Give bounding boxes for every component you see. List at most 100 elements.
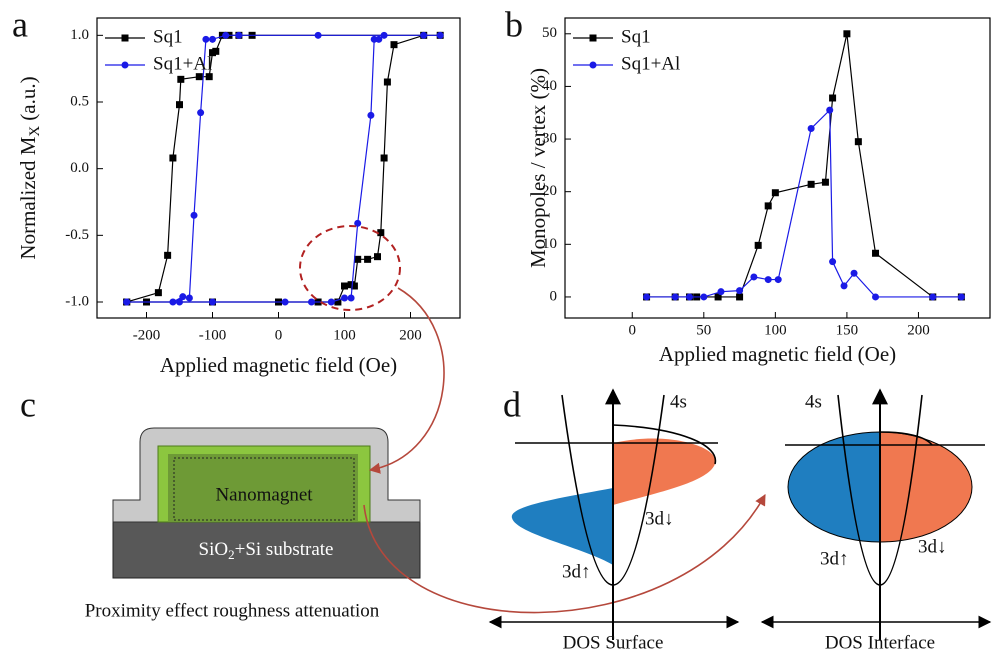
panel-letter: c	[20, 384, 36, 424]
point	[281, 298, 289, 306]
y-tick-label: 0.5	[70, 93, 89, 109]
point	[209, 298, 216, 306]
x-tick-label: 150	[836, 322, 859, 338]
point	[195, 73, 203, 81]
plot-frame	[96, 17, 461, 319]
x-tick-label: -200	[133, 327, 161, 343]
legend-marker	[589, 61, 597, 69]
label-spin-up: 3d↑	[820, 548, 849, 569]
point	[829, 94, 837, 102]
point	[377, 229, 385, 237]
point	[736, 287, 744, 295]
dos-spin-down	[879, 431, 973, 543]
point	[807, 180, 815, 188]
point	[829, 258, 837, 266]
y-label-text: Monopoles / vertex (%)	[526, 68, 550, 268]
label-spin-down: 3d↓	[918, 536, 947, 557]
y-tick-label: 0	[550, 288, 558, 304]
nanomagnet-label: Nanomagnet	[215, 484, 313, 505]
point	[185, 294, 193, 302]
highlight-circle	[299, 225, 401, 311]
point	[327, 298, 335, 306]
point	[764, 202, 772, 210]
panel-d: d 4s 3d↓ 3d↑ DOS Surface 4s 3d↑ 3d↓ DOS …	[488, 384, 992, 653]
point	[957, 293, 965, 301]
point	[807, 125, 815, 133]
label-4s: 4s	[670, 391, 687, 412]
point	[821, 178, 829, 186]
point	[176, 298, 183, 306]
series-line	[126, 34, 441, 303]
point	[350, 282, 358, 290]
legend-marker	[589, 34, 597, 42]
x-tick-label: 200	[399, 327, 422, 343]
point	[754, 241, 762, 249]
point	[164, 251, 172, 259]
dos-spin-down	[613, 438, 716, 505]
y-tick-label: 10	[542, 236, 557, 252]
y-label-suffix: (a.u.)	[16, 76, 40, 120]
point	[850, 269, 858, 277]
point	[354, 255, 362, 263]
point	[205, 73, 213, 81]
chart: a -200 -100 0 100 200 -1.0 -0.5 0.0 0.5 1.0 Applied…	[12, 4, 461, 377]
x-tick-label: 0	[629, 322, 637, 338]
caption: Proximity effect roughness attenuation	[85, 600, 380, 621]
legend-marker	[121, 34, 129, 42]
substrate-label: SiO2+Si substrate	[199, 539, 334, 562]
point	[643, 293, 651, 301]
point	[334, 298, 342, 306]
point	[169, 154, 177, 162]
y-tick-label: 40	[542, 78, 557, 94]
x-axis-label: Applied magnetic field (Oe)	[160, 353, 397, 377]
plot-frame	[564, 17, 991, 319]
point	[123, 298, 131, 306]
label-spin-up: 3d↑	[562, 561, 591, 582]
point	[929, 293, 937, 301]
y-tick-label: 1.0	[70, 27, 89, 43]
legend-label: Sq1	[153, 26, 183, 47]
point	[843, 30, 851, 38]
point	[872, 293, 880, 301]
x-tick-label: 50	[696, 322, 711, 338]
point	[308, 298, 315, 306]
point	[235, 31, 243, 39]
legend-label: Sq1	[621, 26, 651, 47]
substrate-subscript: 2	[228, 547, 235, 562]
point	[341, 282, 348, 290]
point	[190, 211, 198, 219]
panel-letter: b	[505, 4, 523, 44]
y-tick-label: 20	[542, 183, 557, 199]
point	[774, 276, 782, 284]
x-tick-label: 100	[764, 322, 787, 338]
y-label-subscript: X	[27, 126, 43, 137]
point	[169, 298, 177, 306]
point	[374, 253, 381, 261]
arrow	[363, 494, 766, 614]
dos-outline	[612, 424, 717, 465]
axis-label: DOS Interface	[825, 632, 935, 653]
x-axis-label: Applied magnetic field (Oe)	[659, 342, 896, 366]
point	[176, 101, 183, 109]
point	[771, 189, 779, 197]
point	[826, 106, 834, 114]
point	[354, 219, 362, 227]
point	[197, 109, 205, 117]
arrow	[368, 287, 445, 474]
substrate-text: SiO	[199, 539, 229, 560]
y-tick-label: 50	[542, 25, 557, 41]
point	[314, 31, 322, 39]
point	[375, 35, 383, 43]
point	[367, 111, 375, 119]
point	[685, 293, 693, 301]
point	[840, 282, 848, 290]
charts: a-200 -100 0 100 200-1.0-0.50.00.51.0Applied…	[12, 4, 991, 377]
panel-letter: a	[12, 4, 28, 44]
point	[872, 249, 880, 257]
panel-letter: d	[503, 384, 521, 424]
point	[390, 41, 398, 49]
point	[177, 75, 185, 83]
dos-spin-up	[511, 488, 613, 565]
